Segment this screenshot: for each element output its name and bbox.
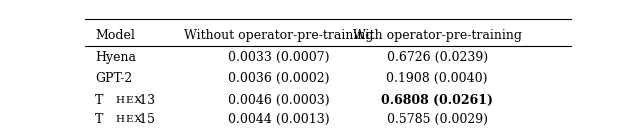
Text: 0.1908 (0.0040): 0.1908 (0.0040) xyxy=(387,72,488,85)
Text: Hyena: Hyena xyxy=(95,51,136,64)
Text: H E X: H E X xyxy=(116,115,142,124)
Text: 0.0033 (0.0007): 0.0033 (0.0007) xyxy=(228,51,329,64)
Text: 0.5785 (0.0029): 0.5785 (0.0029) xyxy=(387,113,488,126)
Text: Model: Model xyxy=(95,29,135,42)
Text: -13: -13 xyxy=(136,94,156,107)
Text: GPT-2: GPT-2 xyxy=(95,72,132,85)
Text: 0.6726 (0.0239): 0.6726 (0.0239) xyxy=(387,51,488,64)
Text: 0.0044 (0.0013): 0.0044 (0.0013) xyxy=(228,113,329,126)
Text: 0.6808 (0.0261): 0.6808 (0.0261) xyxy=(381,94,493,107)
Text: T: T xyxy=(95,94,106,107)
Text: 0.0046 (0.0003): 0.0046 (0.0003) xyxy=(228,94,329,107)
Text: -15: -15 xyxy=(136,113,156,126)
Text: 0.0036 (0.0002): 0.0036 (0.0002) xyxy=(228,72,329,85)
Text: Without operator-pre-training: Without operator-pre-training xyxy=(184,29,373,42)
Text: H E X: H E X xyxy=(116,96,142,105)
Text: T: T xyxy=(95,113,106,126)
Text: With operator-pre-training: With operator-pre-training xyxy=(353,29,522,42)
